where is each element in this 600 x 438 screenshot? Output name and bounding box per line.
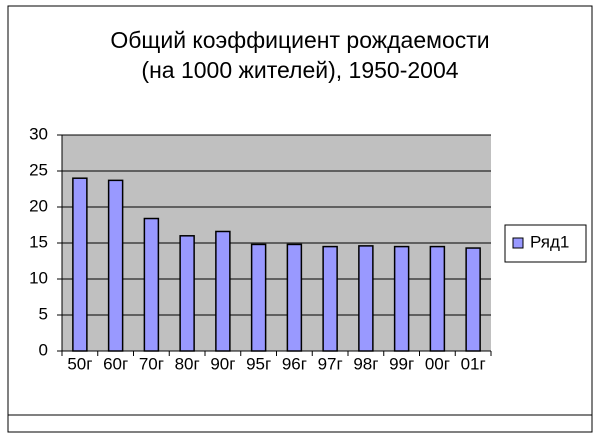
x-tick-label: 95г — [246, 354, 271, 373]
bar — [215, 230, 231, 352]
y-tick-label: 10 — [29, 268, 48, 287]
x-tick-label: 99г — [389, 354, 414, 373]
legend-swatch — [512, 237, 524, 249]
x-tick-label: 50г — [67, 354, 92, 373]
bar — [393, 245, 410, 352]
x-tick-label: 70г — [139, 354, 164, 373]
bar — [250, 243, 267, 352]
x-tick-label: 98г — [353, 354, 378, 373]
y-tick-label: 30 — [29, 124, 48, 143]
y-tick-label: 0 — [39, 340, 48, 359]
y-tick-label: 20 — [29, 196, 48, 215]
bar — [72, 177, 88, 352]
x-tick-label: 96г — [282, 354, 307, 373]
y-tick-label: 15 — [29, 232, 48, 251]
bar — [107, 179, 124, 352]
bar — [429, 245, 446, 352]
x-tick-label: 97г — [318, 354, 343, 373]
x-tick-label: 01г — [461, 354, 486, 373]
y-tick-label: 5 — [39, 304, 48, 323]
legend-label: Ряд1 — [530, 232, 569, 251]
bar — [143, 217, 160, 352]
bar — [286, 243, 303, 352]
x-tick-label: 90г — [210, 354, 235, 373]
x-tick-label: 60г — [103, 354, 128, 373]
chart-subtitle: (на 1000 жителей), 1950-2004 — [141, 57, 458, 83]
x-tick-label: 80г — [175, 354, 200, 373]
bar — [179, 235, 195, 352]
x-tick-label: 00г — [425, 354, 450, 373]
chart-title: Общий коэффициент рождаемости — [110, 27, 489, 53]
bar — [358, 245, 374, 352]
bar — [322, 245, 338, 352]
bar — [465, 247, 481, 352]
y-tick-label: 25 — [29, 160, 48, 179]
